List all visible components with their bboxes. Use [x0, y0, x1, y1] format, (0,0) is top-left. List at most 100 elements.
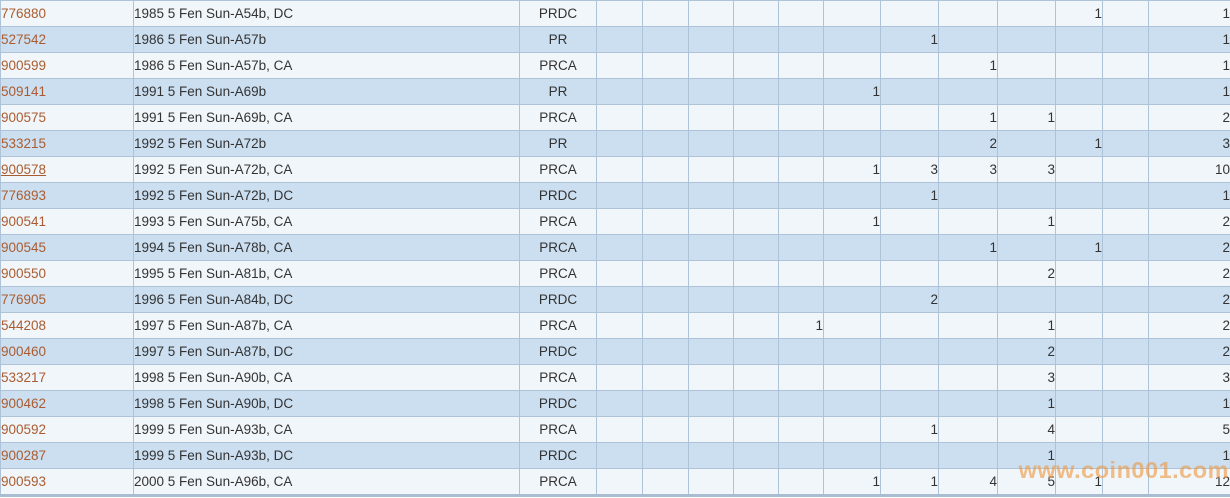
grade-count-cell: [938, 182, 998, 209]
grade-count-cell: [642, 26, 689, 53]
grade-count-cell: 1: [1055, 0, 1103, 27]
grade-count-cell: 1: [823, 468, 881, 495]
grade-count-cell: [733, 182, 779, 209]
coin-description: 1986 5 Fen Sun-A57b, CA: [133, 52, 520, 79]
cert-number-link[interactable]: 900541: [1, 214, 47, 229]
grade-count-cell: [880, 442, 939, 469]
cert-number-link[interactable]: 900592: [1, 422, 47, 437]
cert-number-cell: 900545: [0, 234, 134, 261]
total-count-cell: 1: [1148, 182, 1230, 209]
cert-number-link[interactable]: 533217: [1, 370, 47, 385]
grade-type: PRCA: [519, 234, 597, 261]
cert-number-link[interactable]: 509141: [1, 84, 47, 99]
grade-type: PRCA: [519, 156, 597, 183]
coin-description: 1998 5 Fen Sun-A90b, CA: [133, 364, 520, 391]
grade-count-cell: [596, 156, 643, 183]
grade-count-cell: [596, 182, 643, 209]
grade-count-cell: [642, 104, 689, 131]
cert-number-link[interactable]: 900550: [1, 266, 47, 281]
grade-count-cell: 4: [938, 468, 998, 495]
cert-number-link[interactable]: 527542: [1, 32, 47, 47]
coin-description: 1997 5 Fen Sun-A87b, CA: [133, 312, 520, 339]
table-row: 776905 1996 5 Fen Sun-A84b, DC PRDC 2 2: [0, 286, 1230, 313]
grade-count-cell: [688, 0, 734, 27]
grade-count-cell: 5: [997, 468, 1056, 495]
grade-count-cell: 1: [778, 312, 824, 339]
grade-count-cell: [823, 26, 881, 53]
grade-count-cell: 1: [938, 52, 998, 79]
total-count-cell: 10: [1148, 156, 1230, 183]
grade-count-cell: [688, 130, 734, 157]
cert-number-link[interactable]: 776893: [1, 188, 47, 203]
coin-description: 1993 5 Fen Sun-A75b, CA: [133, 208, 520, 235]
grade-count-cell: [688, 390, 734, 417]
grade-count-cell: [688, 156, 734, 183]
grade-count-cell: [997, 26, 1056, 53]
cert-number-cell: 900593: [0, 468, 134, 495]
grade-count-cell: [1055, 416, 1103, 443]
cert-number-link[interactable]: 900462: [1, 396, 47, 411]
grade-count-cell: 1: [997, 208, 1056, 235]
grade-count-cell: [733, 78, 779, 105]
grade-type: PR: [519, 78, 597, 105]
cert-number-cell: 900599: [0, 52, 134, 79]
grade-count-cell: 1: [1055, 234, 1103, 261]
grade-count-cell: [688, 234, 734, 261]
grade-count-cell: [1102, 52, 1149, 79]
grade-count-cell: [1102, 312, 1149, 339]
grade-count-cell: [823, 182, 881, 209]
grade-count-cell: [688, 338, 734, 365]
grade-count-cell: [880, 390, 939, 417]
grade-count-cell: [1055, 442, 1103, 469]
coin-description: 1992 5 Fen Sun-A72b, CA: [133, 156, 520, 183]
grade-count-cell: [880, 338, 939, 365]
cert-number-cell: 544208: [0, 312, 134, 339]
table-row: 900593 2000 5 Fen Sun-A96b, CA PRCA 1 1 4 5 1 12: [0, 468, 1230, 495]
grade-count-cell: [642, 286, 689, 313]
cert-number-link[interactable]: 900575: [1, 110, 47, 125]
total-count-cell: 3: [1148, 364, 1230, 391]
grade-count-cell: [733, 364, 779, 391]
cert-number-link[interactable]: 776880: [1, 6, 47, 21]
grade-count-cell: [1102, 442, 1149, 469]
grade-count-cell: [733, 286, 779, 313]
grade-count-cell: [596, 338, 643, 365]
cert-number-link[interactable]: 776905: [1, 292, 47, 307]
cert-number-cell: 527542: [0, 26, 134, 53]
grade-count-cell: [1102, 208, 1149, 235]
grade-count-cell: [1055, 286, 1103, 313]
grade-count-cell: [733, 130, 779, 157]
coin-description: 1991 5 Fen Sun-A69b: [133, 78, 520, 105]
total-count-cell: 1: [1148, 52, 1230, 79]
table-row: 900460 1997 5 Fen Sun-A87b, DC PRDC 2 2: [0, 338, 1230, 365]
grade-count-cell: [823, 416, 881, 443]
cert-number-link[interactable]: 900545: [1, 240, 47, 255]
grade-type: PRDC: [519, 390, 597, 417]
cert-number-link[interactable]: 900599: [1, 58, 47, 73]
grade-count-cell: [733, 442, 779, 469]
grade-count-cell: [938, 0, 998, 27]
grade-count-cell: [688, 442, 734, 469]
grade-count-cell: [688, 416, 734, 443]
cert-number-link[interactable]: 900287: [1, 448, 47, 463]
grade-count-cell: [1055, 364, 1103, 391]
grade-count-cell: [938, 286, 998, 313]
grade-count-cell: [733, 234, 779, 261]
grade-count-cell: [778, 182, 824, 209]
cert-number-link[interactable]: 900460: [1, 344, 47, 359]
grade-count-cell: [688, 104, 734, 131]
grade-count-cell: [778, 78, 824, 105]
table-row: 900592 1999 5 Fen Sun-A93b, CA PRCA 1 4 5: [0, 416, 1230, 443]
cert-number-link[interactable]: 533215: [1, 136, 47, 151]
table-row: 900287 1999 5 Fen Sun-A93b, DC PRDC 1 1: [0, 442, 1230, 469]
cert-number-link[interactable]: 544208: [1, 318, 47, 333]
grade-count-cell: 1: [1055, 468, 1103, 495]
grade-type: PRDC: [519, 182, 597, 209]
coin-description: 1999 5 Fen Sun-A93b, DC: [133, 442, 520, 469]
grade-count-cell: [778, 416, 824, 443]
grade-count-cell: [823, 52, 881, 79]
grade-count-cell: [880, 364, 939, 391]
cert-number-link[interactable]: 900578: [1, 162, 47, 177]
cert-number-link[interactable]: 900593: [1, 474, 47, 489]
grade-type: PRCA: [519, 52, 597, 79]
